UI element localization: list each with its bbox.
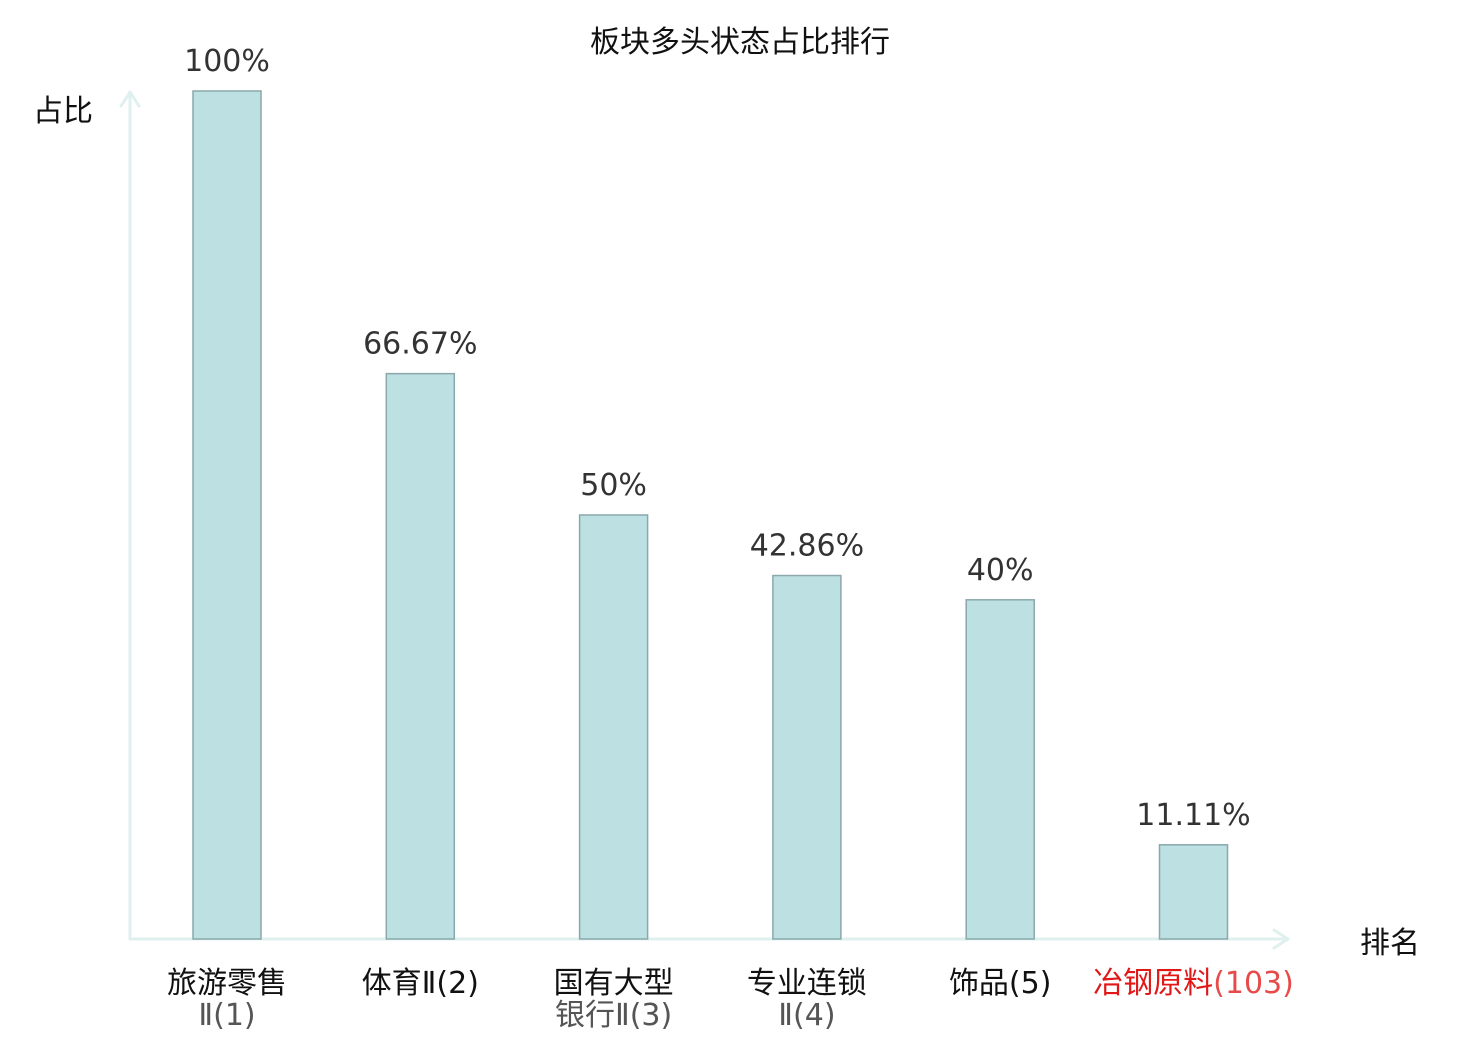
value-labels-group: 100% 66.67% 50% 42.86% 40% 11.11% [184, 44, 1251, 833]
x-axis-label: 排名 [1360, 926, 1420, 961]
x-tick-label: 国有大型银行Ⅱ(3) [554, 966, 674, 1033]
bar [965, 599, 1035, 940]
bar-value-label: 42.86% [750, 529, 864, 564]
bar [1158, 844, 1229, 940]
chart-title: 板块多头状态占比排行 [590, 25, 890, 60]
bar-value-label: 11.11% [1136, 798, 1250, 833]
x-tick-label: 冶钢原料(103) [1093, 966, 1294, 1001]
bar-value-label: 40% [967, 553, 1034, 588]
x-tick-labels-group: 旅游零售 Ⅱ(1) 体育Ⅱ(2) 国有大型银行Ⅱ(3) 专业连锁 Ⅱ(4) 饰品(5) 冶钢原… [167, 966, 1294, 1033]
x-tick-label: 旅游零售 Ⅱ(1) [167, 966, 287, 1033]
y-axis-label: 占比 [33, 94, 93, 129]
x-tick-label: 专业连锁 Ⅱ(4) [747, 966, 867, 1033]
x-tick-label: 饰品(5) [949, 966, 1052, 1001]
bars-group [192, 90, 1229, 940]
y-axis-arrow [119, 90, 141, 108]
bar-value-label: 50% [580, 468, 647, 503]
bar [192, 90, 262, 940]
bar-value-label: 100% [184, 44, 270, 79]
x-axis-arrow [1272, 928, 1290, 950]
bar [385, 372, 456, 940]
bar-value-label: 66.67% [363, 327, 477, 362]
bar [772, 574, 842, 940]
axes [119, 90, 1290, 950]
x-tick-label: 体育Ⅱ(2) [362, 966, 479, 1001]
bar [578, 514, 649, 940]
